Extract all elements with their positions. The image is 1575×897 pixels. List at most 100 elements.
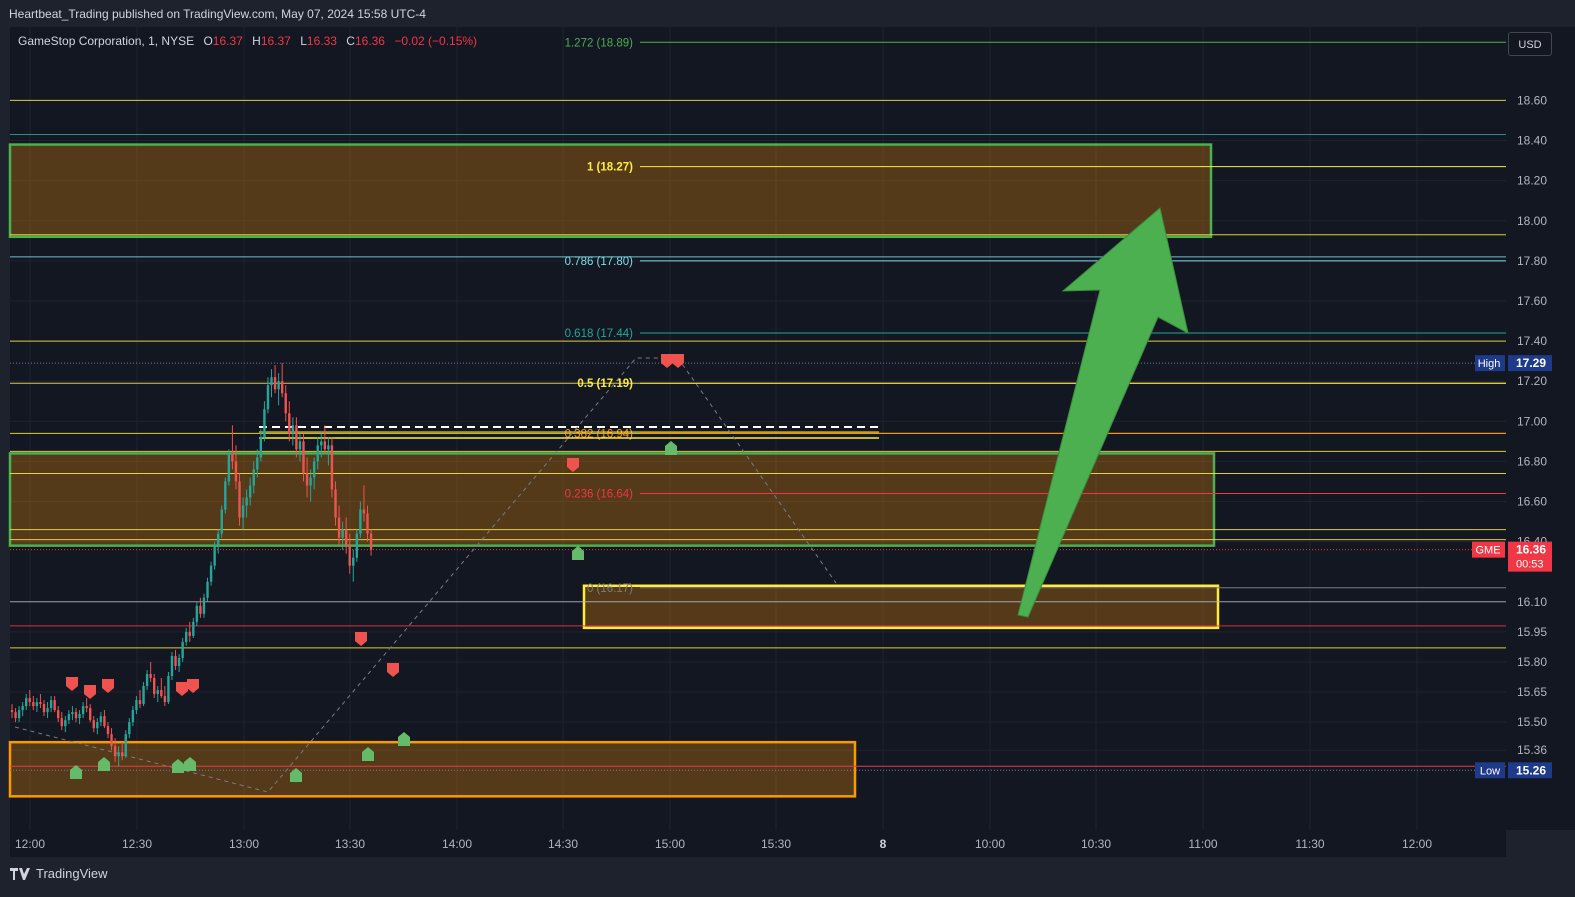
buy-marker-5 (362, 747, 374, 761)
high-tag-value: 17.29 (1516, 356, 1546, 370)
time-tick-5: 14:30 (548, 837, 578, 851)
fib-label-2: 0.786 (17.80) (565, 256, 634, 268)
candle-body-74 (273, 377, 277, 390)
time-tick-1: 12:30 (122, 837, 152, 851)
sell-marker-4 (187, 679, 199, 693)
candle-body-37 (142, 686, 145, 705)
candle-body-77 (284, 393, 287, 414)
candle-body-38 (145, 673, 149, 687)
candle-body-60 (224, 481, 227, 510)
candle-body-52 (195, 605, 199, 622)
candle-body-100 (366, 513, 369, 534)
price-tick-0: 18.60 (1517, 93, 1547, 107)
buy-marker-0 (70, 765, 82, 779)
candle-body-11 (49, 700, 53, 709)
candles (10, 363, 373, 767)
candle-body-75 (277, 381, 280, 390)
candle-body-5 (28, 698, 31, 703)
candle-body-79 (291, 425, 295, 434)
time-tick-8: 8 (880, 837, 887, 851)
price-tick-8: 17.00 (1517, 414, 1547, 428)
candle-body-43 (163, 696, 167, 703)
price-tick-9: 16.80 (1517, 454, 1547, 468)
sell-marker-8 (661, 354, 673, 368)
price-tick-16: 15.50 (1517, 715, 1547, 729)
candle-body-15 (64, 720, 67, 727)
price-tick-4: 17.80 (1517, 254, 1547, 268)
price-axis (1506, 27, 1575, 830)
last-tag-value: 16.36 (1516, 543, 1546, 557)
candle-body-82 (302, 441, 305, 474)
zone-green-1 (8, 452, 1216, 547)
time-tick-10: 10:30 (1081, 837, 1111, 851)
change-value: −0.02 (−0.15%) (394, 34, 478, 48)
candle-body-20 (81, 706, 85, 715)
time-axis (10, 830, 1506, 857)
candle-body-21 (85, 706, 88, 709)
candle-body-0 (10, 710, 14, 713)
close-value: 16.36 (354, 34, 385, 48)
candle-body-24 (96, 722, 99, 729)
time-tick-9: 10:00 (975, 837, 1005, 851)
currency-button[interactable]: USD (1508, 32, 1552, 56)
candle-body-28 (110, 734, 113, 747)
symbol-legend: GameStop Corporation, 1, NYSE O16.37 H16… (18, 34, 477, 48)
candle-body-1 (14, 712, 17, 719)
price-tick-13: 15.95 (1517, 625, 1547, 639)
buy-marker-1 (98, 757, 110, 771)
open-label: O (203, 34, 213, 48)
candle-body-34 (131, 710, 135, 723)
candle-body-30 (117, 752, 120, 757)
candle-body-35 (135, 700, 138, 711)
low-tag-value-bg (1508, 762, 1552, 779)
candle-body-53 (199, 605, 202, 614)
footer-brand[interactable]: TradingView (10, 866, 108, 881)
candle-body-8 (39, 702, 42, 705)
buy-marker-6 (398, 732, 410, 746)
time-axis-ticks: 12:00 12:30 13:00 13:30 14:00 14:30 15:00 15:30… (15, 837, 1432, 851)
time-tick-3: 13:30 (335, 837, 365, 851)
candle-body-14 (60, 718, 63, 727)
price-tick-3: 18.00 (1517, 214, 1547, 228)
candle-body-46 (174, 655, 177, 666)
high-tag-label: High (1478, 358, 1501, 370)
candle-body-41 (156, 690, 159, 695)
candle-body-71 (263, 409, 266, 438)
candle-body-93 (341, 529, 344, 538)
price-axis-ticks: 18.60 18.40 18.20 18.00 17.80 17.60 17.40 17.20… (1517, 93, 1547, 757)
zone-green-0 (8, 143, 1213, 239)
candle-body-48 (181, 641, 184, 658)
candle-body-51 (192, 621, 195, 636)
price-tick-14: 15.80 (1517, 655, 1547, 669)
candle-body-18 (74, 712, 78, 719)
candle-body-17 (71, 712, 74, 715)
candle-body-27 (106, 726, 110, 735)
sell-marker-6 (387, 663, 399, 677)
candle-body-87 (320, 441, 323, 446)
candle-body-33 (128, 722, 131, 735)
candle-body-36 (138, 700, 142, 705)
low-label: L (300, 34, 307, 48)
fib-label-3: 0.618 (17.44) (565, 328, 634, 340)
high-label: H (252, 34, 261, 48)
price-tick-15: 15.65 (1517, 685, 1547, 699)
candle-body-32 (124, 734, 127, 757)
zone-yellow-2 (582, 584, 1220, 630)
candle-body-56 (209, 565, 213, 582)
high-tag-label-bg (1475, 355, 1505, 372)
last-tag-countdown: 00:53 (1516, 559, 1544, 571)
fib-label-0: 1.272 (18.89) (565, 37, 634, 49)
price-tick-7: 17.20 (1517, 374, 1547, 388)
candle-body-22 (89, 708, 92, 721)
trend-path (14, 357, 837, 793)
time-tick-11: 11:00 (1188, 837, 1217, 851)
time-tick-12: 11:30 (1295, 837, 1324, 851)
candle-body-25 (99, 716, 103, 723)
high-value: 16.37 (260, 34, 291, 48)
candle-body-7 (35, 702, 39, 707)
candle-body-44 (167, 676, 170, 703)
publish-header: Heartbeat_Trading published on TradingVi… (9, 7, 426, 21)
candle-body-23 (92, 720, 95, 729)
candle-body-9 (42, 704, 46, 713)
